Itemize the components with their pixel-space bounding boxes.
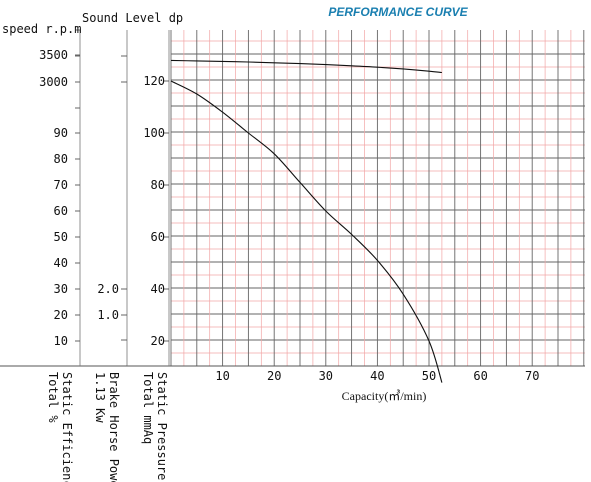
chart-title: PERFORMANCE CURVE xyxy=(328,5,468,19)
axes xyxy=(0,29,585,367)
scale-tick-label: 40 xyxy=(151,282,165,296)
scale-vertical-label: Static Pressure xyxy=(155,372,169,480)
scale-vertical-label: Total % xyxy=(46,372,60,423)
curves xyxy=(170,59,443,383)
scale-vertical-label: 1.13 Kw xyxy=(93,372,107,423)
scale-tick-label: 80 xyxy=(54,152,68,166)
scale-header: Sound Level dp xyxy=(82,11,183,25)
x-tick-label: 70 xyxy=(525,369,539,383)
plot-grid xyxy=(170,30,585,367)
scale-tick-label: 1.0 xyxy=(97,308,119,322)
scale-tick-label: 3000 xyxy=(39,75,68,89)
x-tick-label: 30 xyxy=(319,369,333,383)
pressure-curve xyxy=(170,80,443,383)
scale-tick-label: 3500 xyxy=(39,48,68,62)
x-tick-label: 10 xyxy=(215,369,229,383)
scale-tick-label: 90 xyxy=(54,126,68,140)
scale-tick-label: 20 xyxy=(151,334,165,348)
scale-vertical-label: Static Efficiency xyxy=(60,372,74,482)
scale-tick-label: 10 xyxy=(54,334,68,348)
scale-tick-label: 80 xyxy=(151,178,165,192)
scale-vertical-label: Total mmAq xyxy=(141,372,155,444)
scale-tick-label: 40 xyxy=(54,256,68,270)
scale-header: speed r.p.m xyxy=(2,22,81,36)
x-tick-label: 40 xyxy=(370,369,384,383)
scale-vertical-label: Brake Horse Power xyxy=(107,372,121,482)
scale-tick-label: 30 xyxy=(54,282,68,296)
x-axis-label: Capacity(㎥/min) xyxy=(342,389,427,403)
scale-tick-label: 70 xyxy=(54,178,68,192)
scale-tick-label: 50 xyxy=(54,230,68,244)
speed-curve xyxy=(170,59,442,74)
axis-labels: 10 20 30 40 50 60 70 Capacity(㎥/min) speed r.p.m… xyxy=(2,11,539,482)
scale-tick-label: 20 xyxy=(54,308,68,322)
x-tick-label: 50 xyxy=(422,369,436,383)
x-tick-label: 20 xyxy=(267,369,281,383)
scale-tick-label: 100 xyxy=(143,126,165,140)
x-tick-label: 60 xyxy=(473,369,487,383)
scale-tick-label: 60 xyxy=(151,230,165,244)
scale-tick-label: 60 xyxy=(54,204,68,218)
scale-tick-label: 2.0 xyxy=(97,282,119,296)
scale-tick-label: 120 xyxy=(143,74,165,88)
